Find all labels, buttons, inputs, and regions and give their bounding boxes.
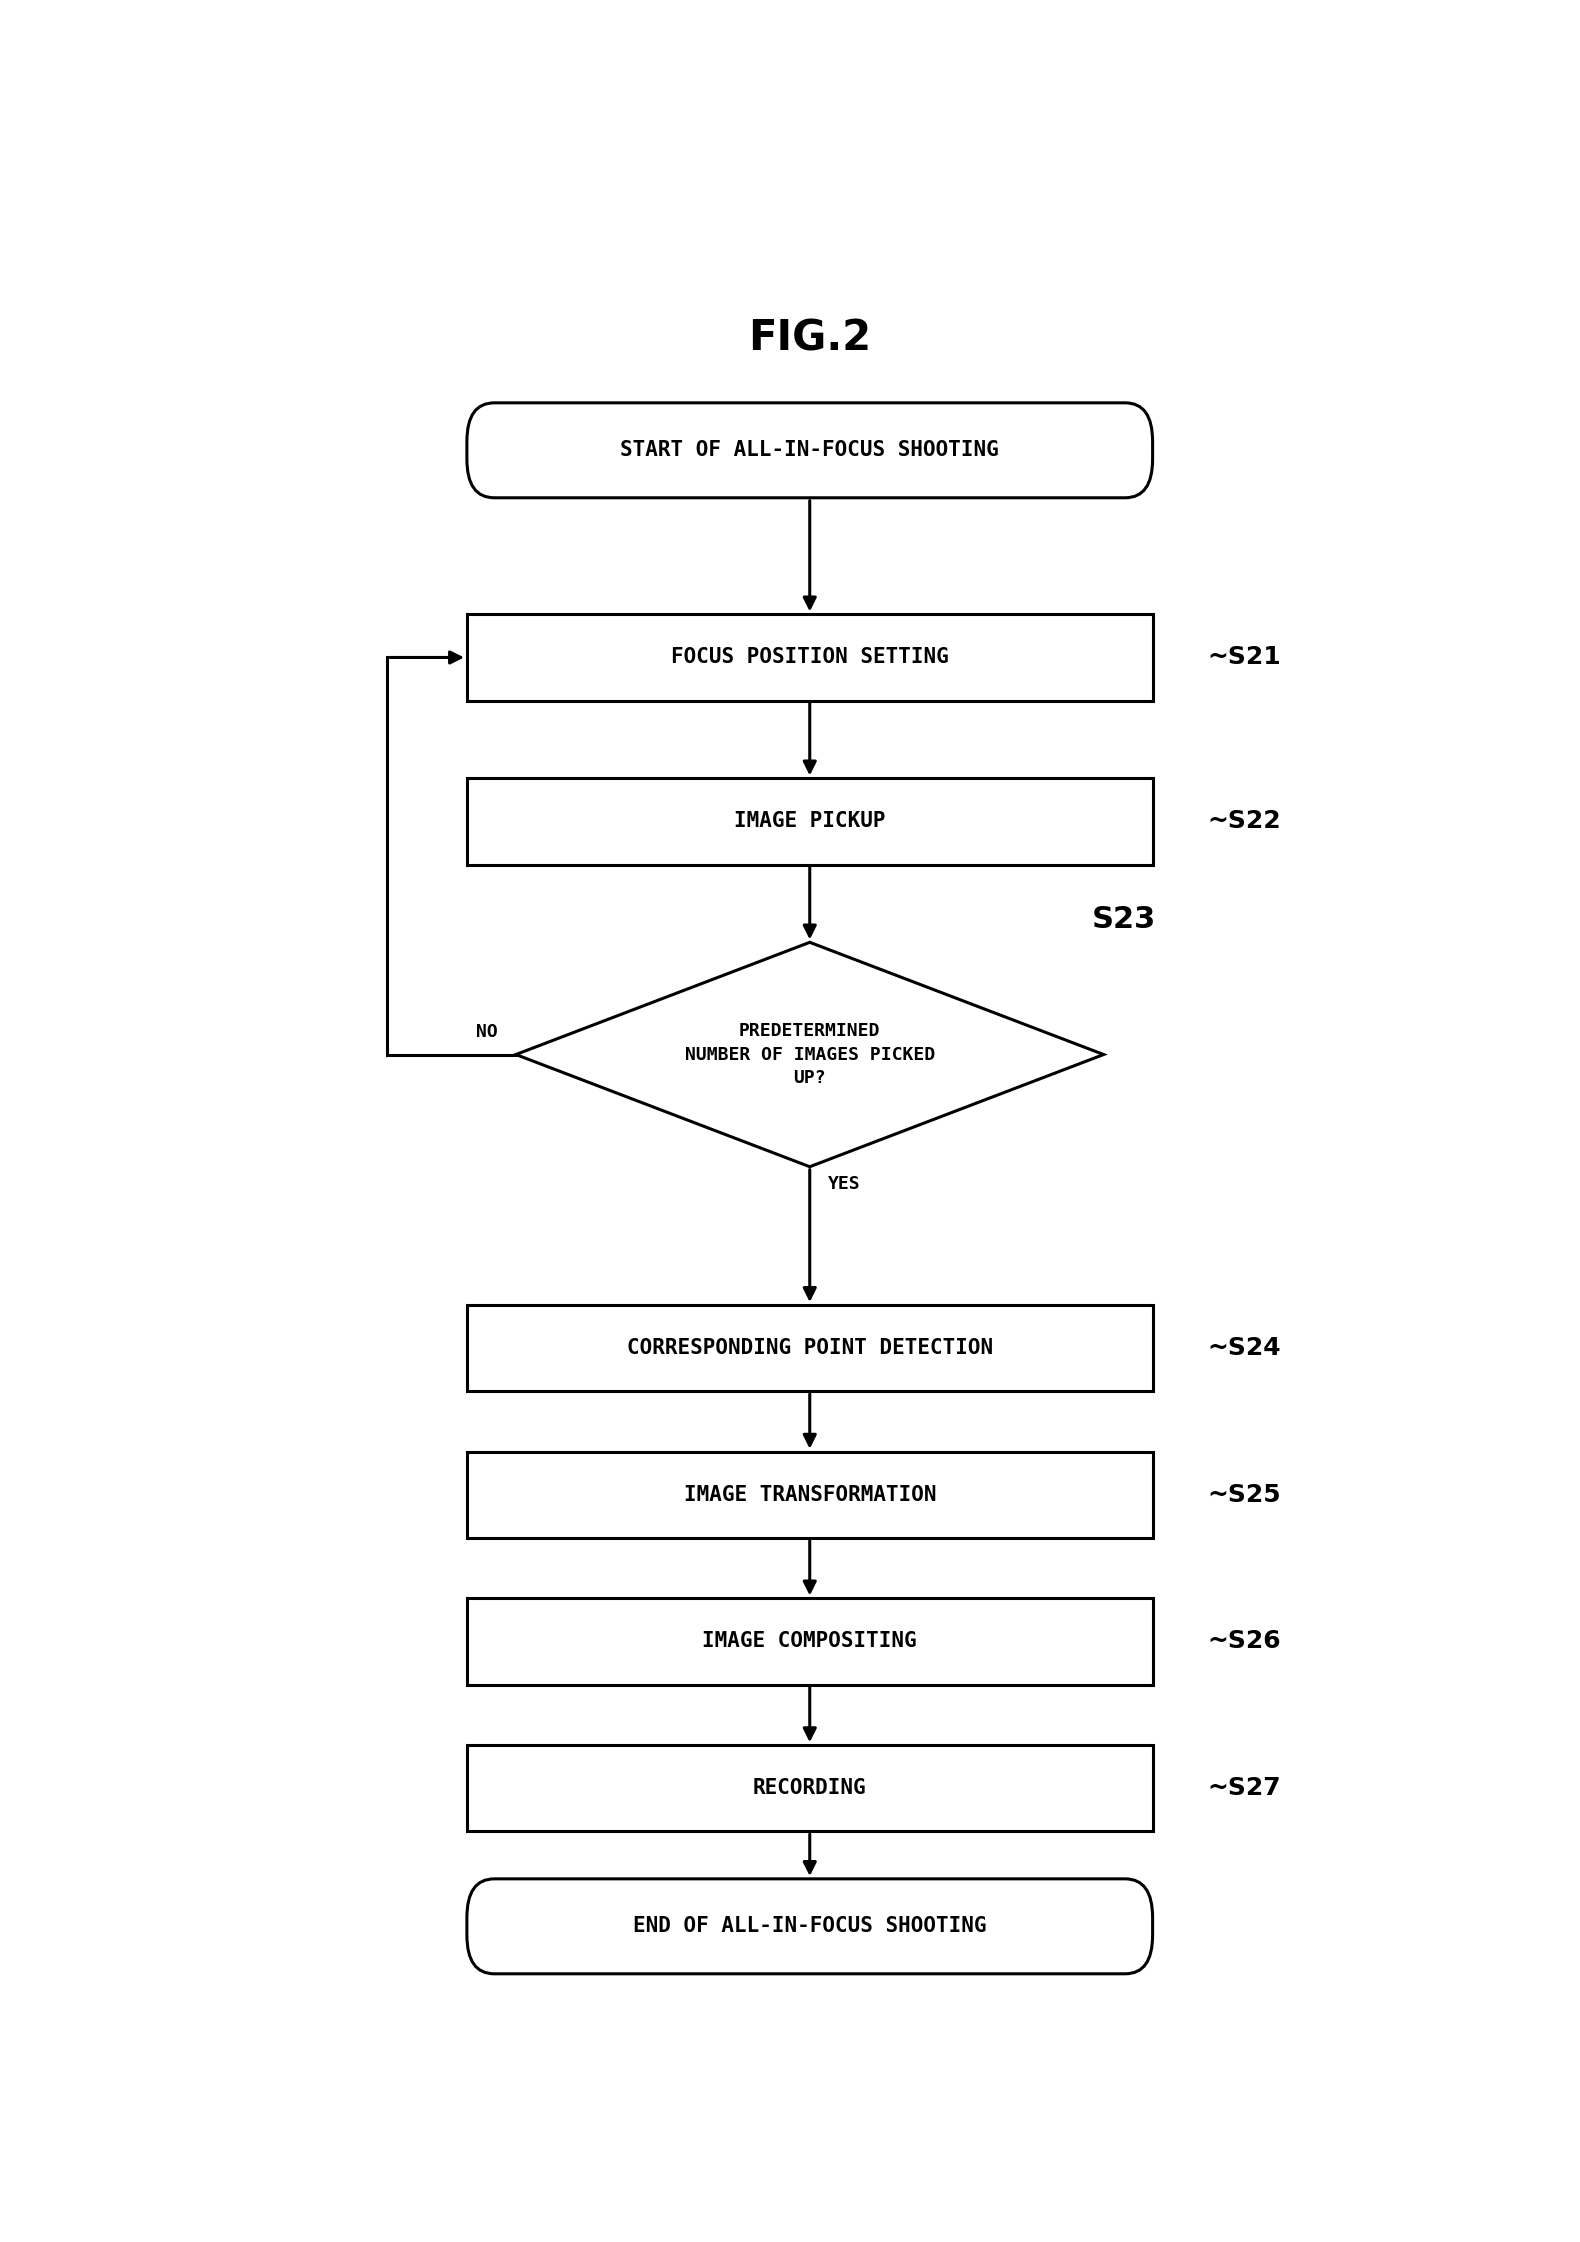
Text: ~S24: ~S24 [1207,1336,1281,1361]
Text: END OF ALL-IN-FOCUS SHOOTING: END OF ALL-IN-FOCUS SHOOTING [634,1917,986,1937]
Text: RECORDING: RECORDING [754,1778,866,1798]
Text: START OF ALL-IN-FOCUS SHOOTING: START OF ALL-IN-FOCUS SHOOTING [621,439,999,460]
Text: ~S26: ~S26 [1207,1630,1281,1655]
Text: ~S21: ~S21 [1207,646,1281,670]
Text: ~S22: ~S22 [1207,809,1281,834]
Text: S23: S23 [1092,906,1155,933]
FancyBboxPatch shape [468,1879,1153,1973]
Bar [468,1305,1153,1390]
Text: IMAGE COMPOSITING: IMAGE COMPOSITING [703,1632,916,1652]
Polygon shape [515,942,1104,1166]
Text: FIG.2: FIG.2 [749,316,871,359]
Text: ~S27: ~S27 [1207,1776,1281,1800]
Text: IMAGE TRANSFORMATION: IMAGE TRANSFORMATION [684,1484,935,1504]
Text: YES: YES [828,1175,861,1193]
Text: IMAGE PICKUP: IMAGE PICKUP [735,812,885,832]
Bar [468,1744,1153,1832]
Text: FOCUS POSITION SETTING: FOCUS POSITION SETTING [672,648,948,668]
Bar [468,778,1153,865]
Bar [468,1451,1153,1538]
Text: PREDETERMINED
NUMBER OF IMAGES PICKED
UP?: PREDETERMINED NUMBER OF IMAGES PICKED UP… [684,1022,935,1087]
Text: NO: NO [476,1022,498,1040]
Text: ~S25: ~S25 [1207,1482,1281,1507]
Text: CORRESPONDING POINT DETECTION: CORRESPONDING POINT DETECTION [627,1338,992,1359]
Bar [468,1599,1153,1684]
Bar [468,614,1153,700]
FancyBboxPatch shape [468,404,1153,498]
